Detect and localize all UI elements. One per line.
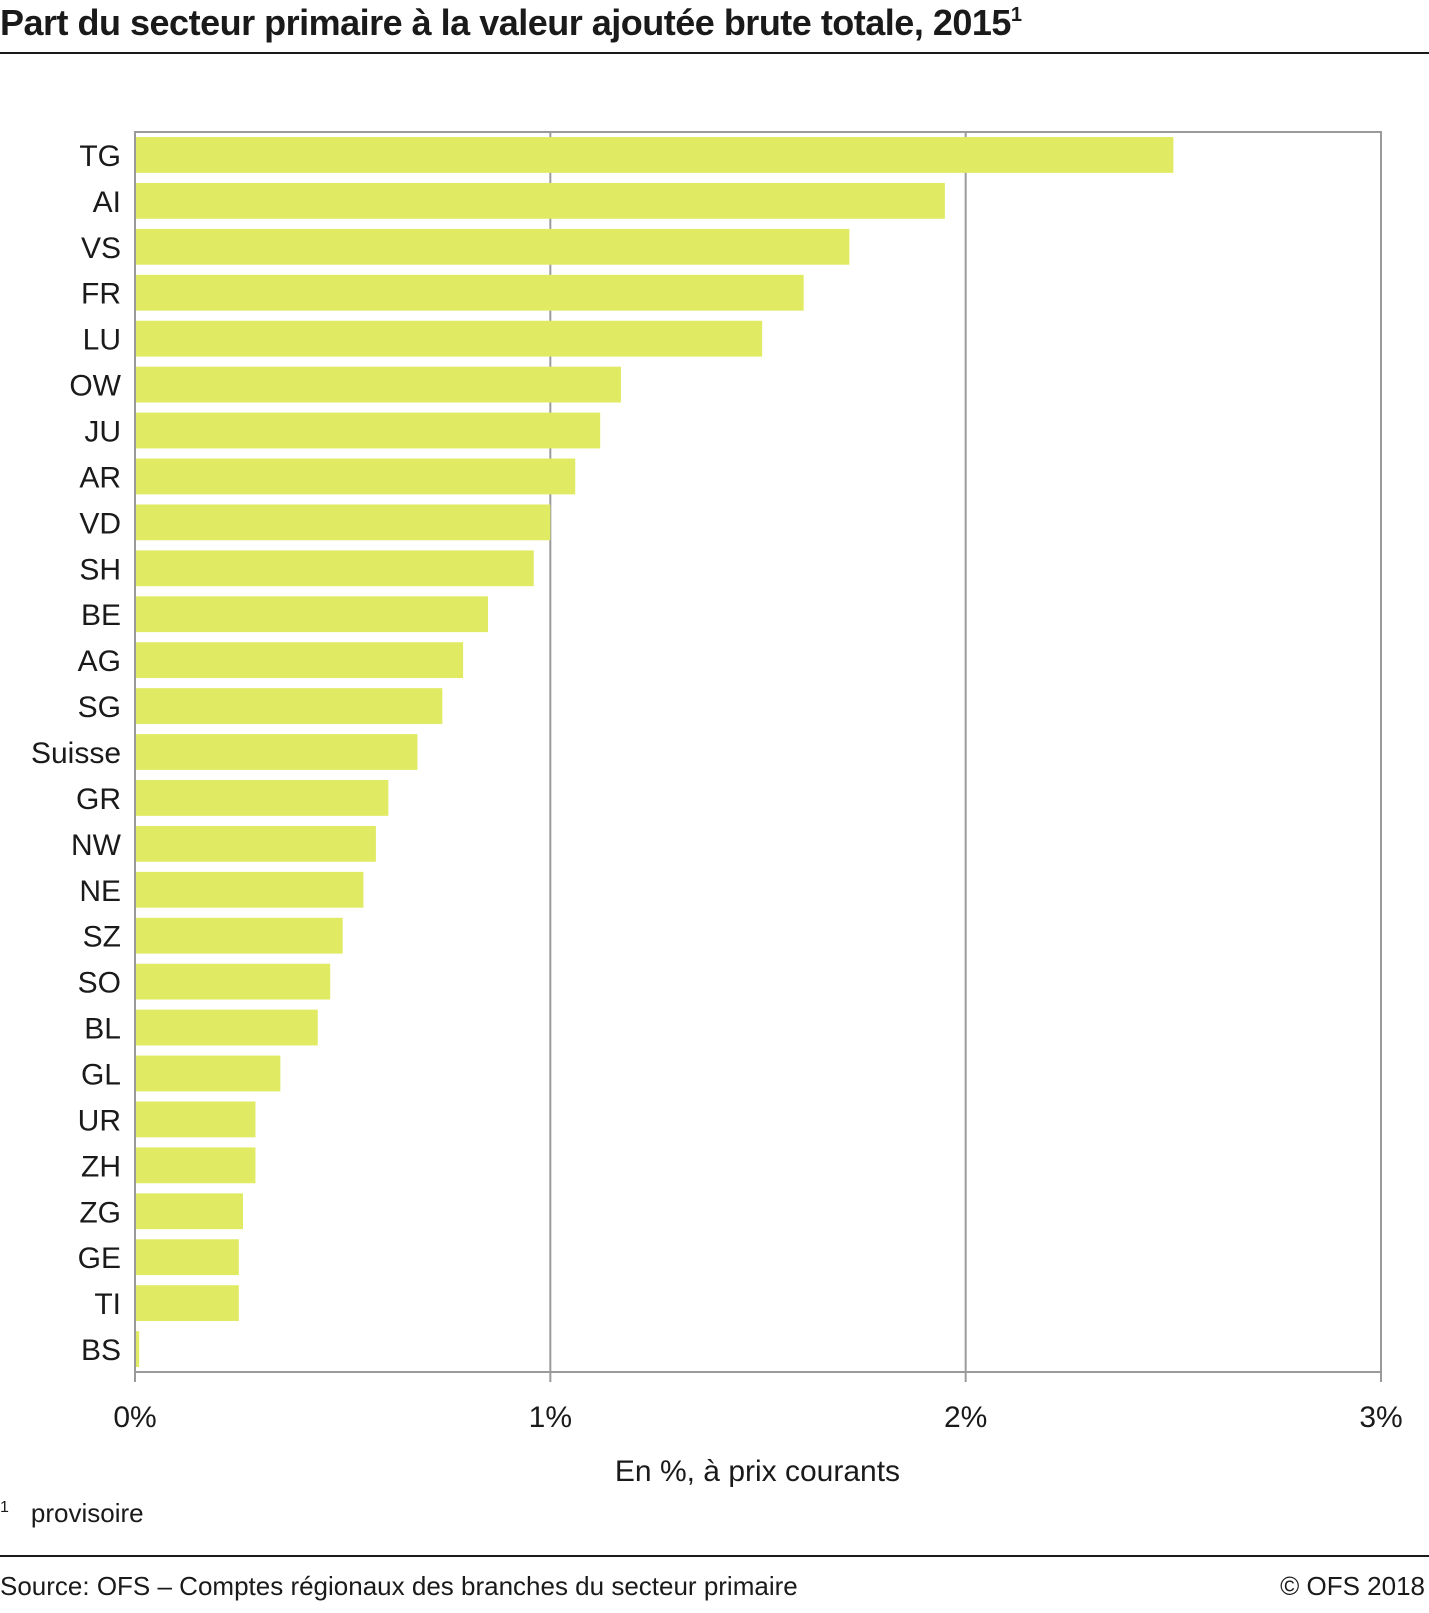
x-axis-title: En %, à prix courants (614, 1455, 901, 1488)
bar (135, 137, 1174, 173)
bar (135, 1101, 256, 1138)
bar (135, 1285, 239, 1322)
x-tick-label: 3% (1359, 1401, 1402, 1434)
header-rule (0, 52, 1429, 54)
chart-title-text: Part du secteur primaire à la valeur ajo… (0, 2, 1011, 43)
bar (135, 1239, 239, 1276)
category-label: AR (79, 461, 121, 494)
bar (135, 596, 489, 633)
bar (135, 458, 576, 495)
category-label: UR (78, 1104, 121, 1137)
category-label: SZ (83, 921, 121, 954)
category-label: NW (71, 829, 122, 862)
category-label: LU (83, 324, 121, 357)
chart-title: Part du secteur primaire à la valeur ajo… (0, 2, 1022, 44)
bar (135, 642, 464, 679)
bar (135, 780, 389, 816)
copyright: © OFS 2018 (1280, 1571, 1425, 1601)
bar (135, 228, 850, 265)
category-label: ZH (81, 1150, 121, 1183)
footnote-text: provisoire (30, 1498, 144, 1528)
category-label: BE (81, 599, 121, 632)
bar (135, 1331, 140, 1367)
category-label: GL (81, 1058, 121, 1091)
bar-chart: 0% 1% 2% 3% TG AI VS FR LU OW JU AR VD SH BE AG SG Suisse… (31, 131, 1403, 1434)
x-tick-label: 2% (944, 1401, 987, 1434)
x-tick-label: 1% (529, 1401, 572, 1434)
category-label: NE (79, 875, 121, 908)
category-label: TG (79, 140, 121, 173)
bar (135, 688, 443, 724)
bar (135, 1055, 281, 1092)
bar (135, 1193, 243, 1230)
bar (135, 917, 343, 954)
bar (135, 1147, 256, 1184)
category-label: ZG (79, 1196, 121, 1229)
footnote-mark: 1 (0, 1499, 9, 1516)
bar (135, 963, 331, 1000)
bar (135, 412, 601, 449)
category-label: SH (79, 553, 121, 586)
category-label: GR (76, 783, 121, 816)
bar (135, 274, 804, 311)
footer-rule (0, 1555, 1429, 1557)
bar (135, 734, 418, 770)
bar (135, 825, 376, 862)
bar (135, 366, 621, 403)
category-label: TI (94, 1288, 121, 1321)
category-label: GE (78, 1242, 121, 1275)
bar (135, 550, 534, 587)
category-label: AG (78, 645, 121, 678)
bar (135, 320, 763, 357)
category-label: JU (84, 416, 121, 449)
category-label: SG (78, 691, 121, 724)
bar (135, 871, 364, 908)
category-label: OW (69, 370, 121, 403)
category-label: AI (93, 186, 121, 219)
source-note: Source: OFS – Comptes régionaux des bran… (0, 1571, 798, 1601)
x-tick-label: 0% (113, 1401, 156, 1434)
category-label: FR (81, 278, 121, 311)
category-label: VD (79, 507, 121, 540)
category-label: BS (81, 1334, 121, 1367)
category-label: SO (78, 967, 121, 1000)
title-footnote-mark: 1 (1010, 4, 1022, 26)
bar (135, 182, 945, 219)
footnote: 1 provisoire (0, 1498, 144, 1529)
bar (135, 504, 551, 541)
bar (135, 1009, 318, 1046)
category-label: BL (84, 1013, 121, 1046)
category-label: VS (81, 232, 121, 265)
category-label: Suisse (31, 737, 121, 770)
